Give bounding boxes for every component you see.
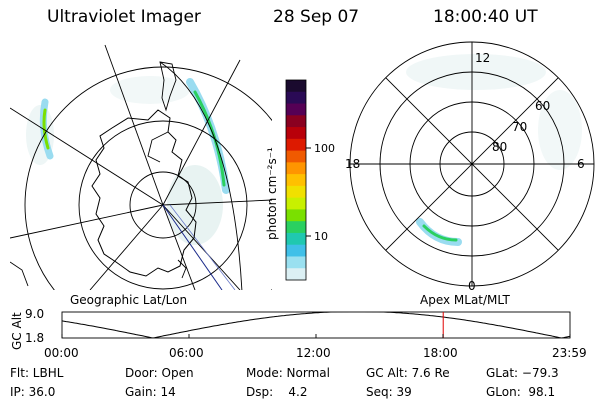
meridian bbox=[162, 204, 196, 290]
colorbar-segment bbox=[286, 268, 306, 281]
meridian bbox=[162, 204, 241, 290]
colorbar-segment bbox=[286, 150, 306, 163]
meridian bbox=[89, 204, 164, 290]
mlt-label-6: 6 bbox=[577, 157, 585, 171]
meridian bbox=[162, 199, 272, 206]
mlat-label-70: 70 bbox=[512, 120, 527, 134]
polar-caption: Apex MLat/MLT bbox=[420, 293, 510, 307]
meridian bbox=[162, 59, 241, 206]
meridian bbox=[10, 107, 164, 206]
ground-track bbox=[162, 204, 223, 290]
colorbar-segment bbox=[286, 256, 306, 269]
altitude-xtick: 23:59 bbox=[552, 346, 587, 360]
geographic-map bbox=[10, 44, 272, 290]
colorbar-tick-100: 100 bbox=[314, 142, 335, 155]
colorbar-segment bbox=[286, 162, 306, 175]
colorbar-segment bbox=[286, 80, 306, 93]
polar-map: 12 18 6 0 60 70 80 bbox=[345, 41, 595, 293]
colorbar-segment bbox=[286, 103, 306, 116]
lat-circle-outer bbox=[24, 66, 272, 290]
antarctica-coastline bbox=[91, 109, 197, 277]
mlat-label-80: 80 bbox=[492, 140, 507, 154]
mlat-label-60: 60 bbox=[535, 99, 550, 113]
geographic-caption: Geographic Lat/Lon bbox=[70, 293, 187, 307]
altitude-ytick-min: 1.8 bbox=[25, 331, 44, 345]
altitude-ylabel: GC Alt bbox=[10, 312, 24, 350]
coast-fragment bbox=[177, 259, 187, 279]
colorbar-label: photon cm⁻²s⁻¹ bbox=[265, 147, 279, 240]
mlt-label-0: 0 bbox=[468, 279, 476, 293]
info-glon: GLon: 98.1 bbox=[486, 385, 556, 399]
colorbar-segment bbox=[286, 91, 306, 105]
info-seq: Seq: 39 bbox=[366, 385, 412, 399]
meridian bbox=[104, 44, 164, 206]
mlt-label-18: 18 bbox=[345, 157, 360, 171]
geo-aurora-arc-left-core bbox=[42, 108, 50, 150]
altitude-plot: GC Alt 9.0 1.8 00:00 06:00 12:00 18:00 2… bbox=[10, 307, 587, 360]
ground-track-secondary bbox=[169, 204, 236, 290]
meridian bbox=[10, 204, 164, 239]
instrument-title: Ultraviolet Imager bbox=[47, 7, 201, 27]
info-glat: GLat: −79.3 bbox=[486, 366, 559, 380]
polar-haze bbox=[538, 90, 582, 170]
colorbar-segment bbox=[286, 244, 306, 257]
colorbar-segment bbox=[286, 138, 306, 152]
colorbar-segment bbox=[286, 221, 306, 234]
altitude-curve bbox=[62, 312, 570, 338]
info-filter: Flt: LBHL bbox=[10, 366, 64, 380]
altitude-xtick: 12:00 bbox=[296, 346, 331, 360]
south-america-tip bbox=[159, 61, 177, 112]
altitude-ytick-max: 9.0 bbox=[25, 307, 44, 321]
lat-circle-inner bbox=[129, 171, 197, 239]
altitude-xtick: 00:00 bbox=[44, 346, 79, 360]
info-gc-alt: GC Alt: 7.6 Re bbox=[366, 366, 450, 380]
info-mode: Mode: Normal bbox=[246, 366, 330, 380]
info-ip: IP: 36.0 bbox=[10, 385, 56, 399]
colorbar-segment bbox=[286, 127, 306, 140]
colorbar-segment bbox=[286, 209, 306, 222]
info-gain: Gain: 14 bbox=[125, 385, 176, 399]
colorbar-segment bbox=[286, 185, 306, 199]
colorbar-segment bbox=[286, 115, 306, 128]
info-door: Door: Open bbox=[125, 366, 194, 380]
mlt-label-12: 12 bbox=[475, 51, 490, 65]
polar-aurora-arc-core bbox=[422, 224, 458, 242]
geo-terminator-arc bbox=[159, 61, 243, 290]
ross-sea-edge bbox=[147, 131, 169, 163]
colorbar-tick-10: 10 bbox=[314, 230, 328, 243]
time-label: 18:00:40 UT bbox=[433, 7, 538, 27]
colorbar-segment bbox=[286, 232, 306, 246]
colorbar-segment bbox=[286, 174, 306, 187]
date-label: 28 Sep 07 bbox=[273, 7, 360, 27]
polar-diagonal bbox=[385, 77, 559, 251]
colorbar: 100 10 photon cm⁻²s⁻¹ bbox=[265, 79, 335, 281]
colorbar-segment bbox=[286, 197, 306, 210]
coast-fragment bbox=[10, 261, 29, 287]
lat-circle-mid bbox=[78, 120, 248, 290]
altitude-xtick: 06:00 bbox=[169, 346, 204, 360]
info-dsp: Dsp: 4.2 bbox=[246, 385, 308, 399]
altitude-xtick: 18:00 bbox=[423, 346, 458, 360]
